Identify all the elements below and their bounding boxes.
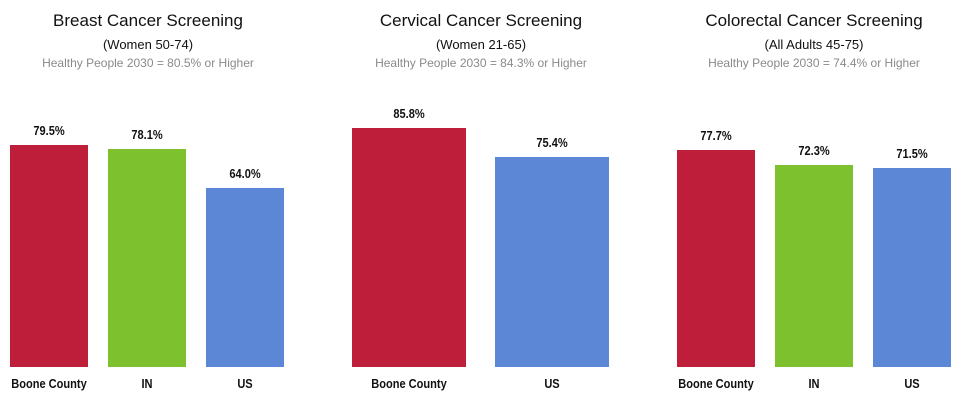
- category-label: Boone County: [678, 376, 754, 391]
- annotation: Healthy People 2030 = 74.4% or Higher: [708, 56, 920, 70]
- value-label: 77.7%: [700, 128, 732, 144]
- value-label: 72.3%: [798, 143, 830, 159]
- bar: [352, 127, 466, 367]
- chart-title: Breast Cancer Screening: [53, 11, 243, 30]
- category-label: Boone County: [11, 376, 87, 391]
- category-label: US: [904, 376, 920, 391]
- chart-title: Colorectal Cancer Screening: [705, 11, 923, 30]
- category-label: US: [544, 376, 560, 391]
- bar: [206, 188, 284, 367]
- value-label: 64.0%: [229, 166, 261, 182]
- chart-subtitle: (Women 50-74): [102, 37, 194, 52]
- chart-title: Cervical Cancer Screening: [379, 11, 583, 30]
- bar: [873, 167, 951, 367]
- category-label: IN: [808, 376, 820, 391]
- category-label: Boone County: [371, 376, 447, 391]
- value-label: 78.1%: [131, 127, 163, 143]
- value-label: 71.5%: [896, 145, 928, 161]
- bar: [108, 149, 186, 367]
- value-label: 75.4%: [536, 134, 568, 150]
- value-label: 85.8%: [393, 105, 425, 121]
- value-label: 79.5%: [33, 123, 65, 139]
- category-label: IN: [141, 376, 153, 391]
- chart-subtitle: (Women 21-65): [435, 37, 527, 52]
- chart-subtitle: (All Adults 45-75): [764, 37, 864, 52]
- bar: [677, 150, 755, 367]
- bar: [10, 145, 88, 367]
- bar: [775, 165, 853, 367]
- bar: [495, 156, 609, 367]
- annotation: Healthy People 2030 = 80.5% or Higher: [42, 56, 254, 70]
- annotation: Healthy People 2030 = 84.3% or Higher: [375, 56, 587, 70]
- category-label: US: [237, 376, 253, 391]
